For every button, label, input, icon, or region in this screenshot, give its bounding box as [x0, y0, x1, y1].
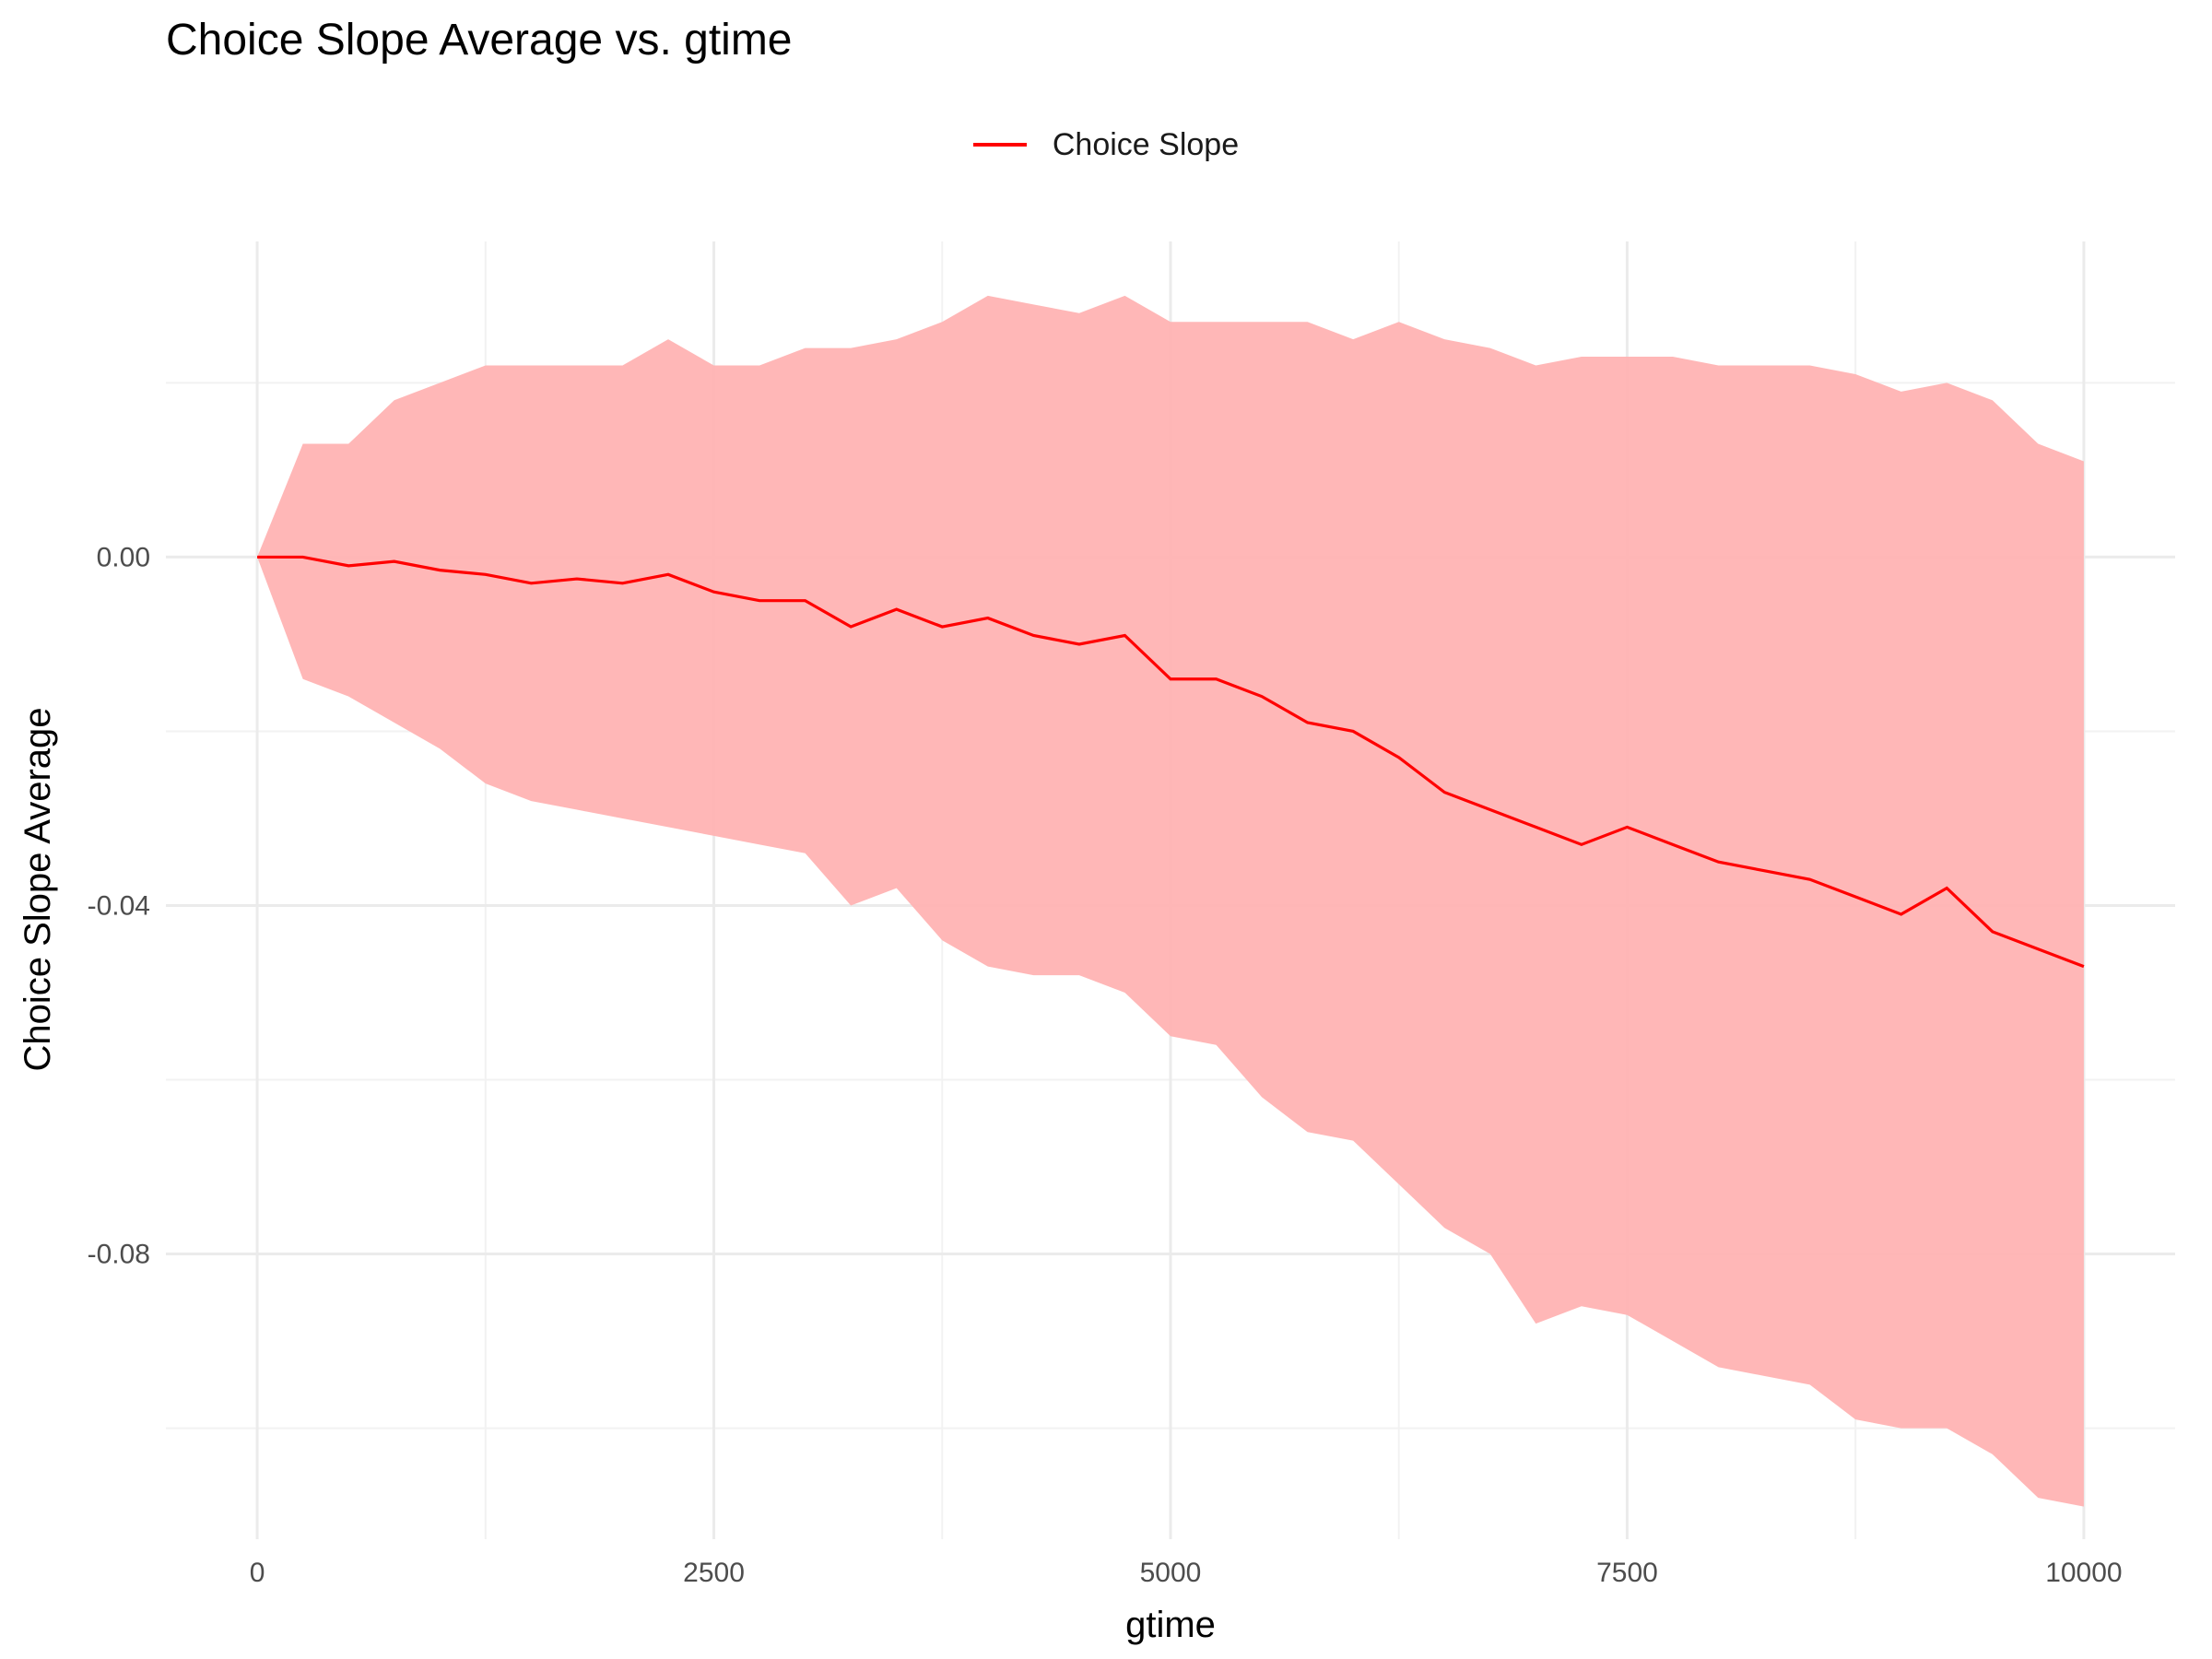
y-axis-title: Choice Slope Average: [18, 707, 58, 1071]
x-axis-title: gtime: [1125, 1605, 1216, 1645]
legend-swatch-choice-slope: [972, 143, 1027, 147]
y-tick-label-0: 0.00: [97, 542, 150, 572]
legend-label-choice-slope: Choice Slope: [1052, 126, 1240, 162]
x-tick-label-4: 10000: [2045, 1558, 2122, 1588]
x-tick-label-2: 5000: [1140, 1558, 1202, 1588]
chart-title: Choice Slope Average vs. gtime: [166, 16, 793, 65]
x-tick-label-0: 0: [250, 1558, 265, 1588]
series-ribbon-choice-slope: [257, 295, 2084, 1507]
legend: Choice Slope: [0, 122, 2212, 168]
y-tick-label-1: -0.04: [88, 890, 150, 921]
series-line-choice-slope: [257, 555, 2085, 969]
x-tick-label-3: 7500: [1596, 1558, 1658, 1588]
y-tick-label-2: -0.08: [88, 1240, 150, 1270]
x-tick-label-1: 2500: [683, 1558, 745, 1588]
tick-layer: 0 2500 5000 7500 10000 0.00 -0.04 -0.08: [88, 542, 2123, 1588]
